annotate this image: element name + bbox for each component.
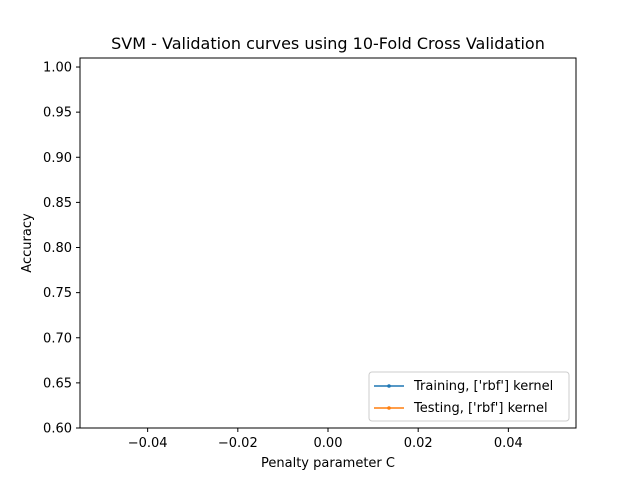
legend-box	[368, 371, 570, 422]
plot-frame	[79, 57, 577, 429]
y-tick-label: 0.90	[43, 151, 72, 166]
x-tick-label: 0.04	[494, 436, 523, 451]
y-tick-label: 0.70	[43, 331, 72, 346]
plot-area	[80, 58, 576, 428]
x-axis-label: Penalty parameter C	[261, 456, 395, 471]
y-tick-label: 1.00	[43, 61, 72, 76]
legend-label-testing: Testing, ['rbf'] kernel	[413, 401, 548, 416]
y-axis-label: Accuracy	[20, 213, 35, 273]
x-tick-label: −0.02	[218, 436, 258, 451]
y-tick-label: 0.80	[43, 241, 72, 256]
legend-marker-training	[387, 384, 391, 388]
x-tick-label: 0.00	[314, 436, 343, 451]
y-tick-label: 0.85	[43, 196, 72, 211]
y-tick-label: 0.65	[43, 376, 72, 391]
x-axis-ticks: −0.04 −0.02 0.00 0.02 0.04	[128, 428, 523, 451]
y-tick-label: 0.95	[43, 106, 72, 121]
legend: Training, ['rbf'] kernel Testing, ['rbf'…	[368, 371, 570, 422]
y-tick-label: 0.60	[43, 422, 72, 437]
legend-label-training: Training, ['rbf'] kernel	[413, 379, 553, 394]
x-tick-label: 0.02	[404, 436, 433, 451]
y-axis-ticks: 0.60 0.65 0.70 0.75 0.80 0.85 0.90 0.95 1.00	[43, 61, 80, 437]
y-tick-label: 0.75	[43, 286, 72, 301]
x-tick-label: −0.04	[128, 436, 168, 451]
legend-marker-testing	[387, 406, 391, 410]
chart-title: SVM - Validation curves using 10-Fold Cr…	[111, 34, 545, 53]
